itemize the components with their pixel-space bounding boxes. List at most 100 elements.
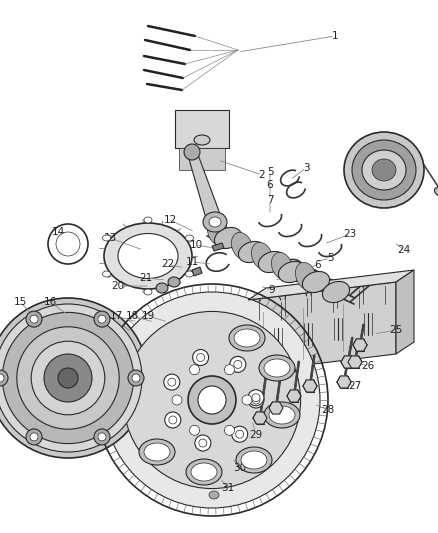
Ellipse shape xyxy=(168,277,180,287)
Ellipse shape xyxy=(94,311,110,327)
Ellipse shape xyxy=(198,386,226,414)
Text: 8: 8 xyxy=(283,273,290,283)
Ellipse shape xyxy=(98,433,106,441)
Ellipse shape xyxy=(48,224,88,264)
Ellipse shape xyxy=(248,392,264,408)
Ellipse shape xyxy=(94,429,110,445)
Polygon shape xyxy=(396,270,414,354)
Ellipse shape xyxy=(269,406,295,424)
Ellipse shape xyxy=(104,223,192,289)
Ellipse shape xyxy=(208,219,229,246)
Text: 19: 19 xyxy=(141,311,155,321)
Text: 29: 29 xyxy=(249,430,263,440)
Ellipse shape xyxy=(264,359,290,377)
Ellipse shape xyxy=(56,232,80,256)
Text: 10: 10 xyxy=(190,240,202,250)
Ellipse shape xyxy=(231,232,253,260)
Ellipse shape xyxy=(234,360,242,368)
Ellipse shape xyxy=(26,311,42,327)
Ellipse shape xyxy=(242,395,252,405)
Ellipse shape xyxy=(272,253,293,280)
Text: 12: 12 xyxy=(163,215,177,225)
Ellipse shape xyxy=(194,135,210,145)
Polygon shape xyxy=(253,412,267,424)
Ellipse shape xyxy=(203,212,227,232)
Ellipse shape xyxy=(190,365,199,375)
Ellipse shape xyxy=(252,394,260,402)
Ellipse shape xyxy=(165,412,181,428)
Text: 16: 16 xyxy=(43,297,57,307)
Ellipse shape xyxy=(26,429,42,445)
Ellipse shape xyxy=(44,354,92,402)
Ellipse shape xyxy=(232,426,248,442)
Ellipse shape xyxy=(30,315,38,323)
Ellipse shape xyxy=(186,459,222,485)
Polygon shape xyxy=(212,243,224,251)
Ellipse shape xyxy=(296,262,317,289)
Text: 21: 21 xyxy=(139,273,152,283)
Ellipse shape xyxy=(195,435,211,451)
Text: 31: 31 xyxy=(221,483,235,493)
Ellipse shape xyxy=(434,188,438,197)
Polygon shape xyxy=(303,380,317,392)
Ellipse shape xyxy=(168,378,176,386)
Ellipse shape xyxy=(264,402,300,428)
Ellipse shape xyxy=(234,329,260,347)
Ellipse shape xyxy=(104,292,320,508)
Ellipse shape xyxy=(118,233,178,279)
Polygon shape xyxy=(348,356,362,368)
Ellipse shape xyxy=(190,425,199,435)
Ellipse shape xyxy=(215,228,242,248)
Ellipse shape xyxy=(31,341,105,415)
Ellipse shape xyxy=(124,311,300,489)
Text: 11: 11 xyxy=(185,257,198,267)
Ellipse shape xyxy=(248,390,264,406)
Ellipse shape xyxy=(236,430,244,438)
Text: 28: 28 xyxy=(321,405,335,415)
Polygon shape xyxy=(287,390,301,402)
Ellipse shape xyxy=(164,374,180,390)
Ellipse shape xyxy=(172,395,182,405)
Text: 13: 13 xyxy=(103,233,117,243)
Ellipse shape xyxy=(184,144,200,160)
Text: 5: 5 xyxy=(267,167,273,177)
Ellipse shape xyxy=(144,289,152,295)
Ellipse shape xyxy=(279,262,306,282)
Ellipse shape xyxy=(102,271,110,277)
Text: 7: 7 xyxy=(267,195,273,205)
Ellipse shape xyxy=(185,235,194,241)
Ellipse shape xyxy=(139,439,175,465)
Text: 20: 20 xyxy=(111,281,124,291)
Text: 15: 15 xyxy=(14,297,27,307)
Text: 1: 1 xyxy=(332,31,338,41)
Ellipse shape xyxy=(322,281,350,303)
Ellipse shape xyxy=(144,443,170,461)
Ellipse shape xyxy=(17,327,119,429)
Text: 23: 23 xyxy=(343,229,357,239)
Polygon shape xyxy=(353,339,367,351)
Ellipse shape xyxy=(185,271,194,277)
Ellipse shape xyxy=(156,283,168,293)
Ellipse shape xyxy=(230,357,246,373)
Polygon shape xyxy=(175,110,229,148)
Polygon shape xyxy=(248,282,396,372)
Polygon shape xyxy=(337,376,351,388)
Ellipse shape xyxy=(362,150,406,190)
Text: 25: 25 xyxy=(389,325,403,335)
Ellipse shape xyxy=(251,243,272,270)
Ellipse shape xyxy=(344,132,424,208)
Ellipse shape xyxy=(102,235,110,241)
Text: 17: 17 xyxy=(110,311,123,321)
Ellipse shape xyxy=(2,312,134,443)
Ellipse shape xyxy=(225,365,234,375)
Ellipse shape xyxy=(169,416,177,424)
Ellipse shape xyxy=(0,298,148,458)
Text: 27: 27 xyxy=(348,381,362,391)
Text: 6: 6 xyxy=(267,180,273,190)
Ellipse shape xyxy=(302,271,329,293)
Text: 26: 26 xyxy=(361,361,374,371)
Ellipse shape xyxy=(0,304,142,452)
Polygon shape xyxy=(269,402,283,414)
Ellipse shape xyxy=(236,447,272,473)
Polygon shape xyxy=(248,270,414,300)
